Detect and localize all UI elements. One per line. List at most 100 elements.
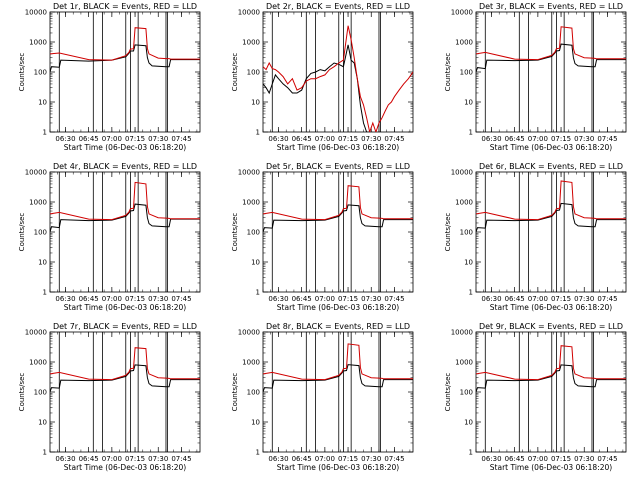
series-events-line <box>263 364 413 393</box>
ytick-label: 1000 <box>29 359 47 367</box>
panel-title: Det 2r, BLACK = Events, RED = LLD <box>266 2 410 11</box>
ytick-label: 10000 <box>238 329 260 337</box>
xtick-label: 07:15 <box>338 455 358 463</box>
x-axis-label: Start Time (06-Dec-03 06:18:20) <box>277 143 399 152</box>
xtick-label: 07:30 <box>148 455 168 463</box>
xtick-label: 07:45 <box>384 295 404 303</box>
ytick-label: 10000 <box>25 169 47 177</box>
ytick-label: 10 <box>251 419 260 427</box>
panel-title: Det 5r, BLACK = Events, RED = LLD <box>266 162 410 171</box>
ytick-label: 1 <box>469 289 473 297</box>
y-axis-label: Counts/sec <box>231 53 239 92</box>
xtick-label: 06:30 <box>268 135 288 143</box>
xtick-label: 06:45 <box>505 455 525 463</box>
panel-title: Det 6r, BLACK = Events, RED = LLD <box>479 162 623 171</box>
ytick-label: 100 <box>460 389 473 397</box>
xtick-label: 07:45 <box>171 455 191 463</box>
plot-frame <box>49 331 201 453</box>
plot-frame <box>262 171 414 293</box>
panel-2: Det 2r, BLACK = Events, RED = LLD 1 10 100 1… <box>231 2 414 152</box>
xtick-label: 06:45 <box>505 135 525 143</box>
xtick-label: 07:15 <box>551 455 571 463</box>
panel-title: Det 3r, BLACK = Events, RED = LLD <box>479 2 623 11</box>
y-axis-label: Counts/sec <box>18 53 26 92</box>
x-axis-label: Start Time (06-Dec-03 06:18:20) <box>490 143 612 152</box>
xtick-label: 06:30 <box>481 455 501 463</box>
ytick-label: 1000 <box>455 359 473 367</box>
xtick-label: 07:00 <box>102 295 122 303</box>
x-axis-label: Start Time (06-Dec-03 06:18:20) <box>490 463 612 472</box>
xtick-label: 07:45 <box>597 455 617 463</box>
series-lld-line <box>263 343 413 381</box>
panel-title: Det 4r, BLACK = Events, RED = LLD <box>53 162 197 171</box>
ytick-label: 1000 <box>242 359 260 367</box>
series-events-line <box>50 44 200 73</box>
plot-frame <box>262 11 414 133</box>
series-lld-line <box>263 185 413 221</box>
ytick-label: 100 <box>34 229 47 237</box>
ytick-label: 1000 <box>29 199 47 207</box>
xtick-label: 07:30 <box>361 455 381 463</box>
xtick-label: 07:30 <box>148 295 168 303</box>
ytick-label: 100 <box>460 229 473 237</box>
ytick-label: 1 <box>256 129 260 137</box>
xtick-label: 07:15 <box>338 135 358 143</box>
panel-9: Det 9r, BLACK = Events, RED = LLD 1 10 100 1… <box>444 322 627 472</box>
xtick-label: 07:00 <box>528 135 548 143</box>
panel-5: Det 5r, BLACK = Events, RED = LLD 1 10 100 1… <box>231 162 414 312</box>
series-events-line <box>476 202 626 233</box>
ytick-label: 10000 <box>451 329 473 337</box>
series-events-line <box>263 204 413 233</box>
xtick-label: 07:15 <box>551 295 571 303</box>
series-lld-line <box>50 27 200 61</box>
y-axis-label: Counts/sec <box>231 213 239 252</box>
ytick-label: 10 <box>38 259 47 267</box>
ytick-label: 100 <box>247 389 260 397</box>
xtick-label: 06:30 <box>268 455 288 463</box>
xtick-label: 06:30 <box>481 295 501 303</box>
panel-4: Det 4r, BLACK = Events, RED = LLD 1 10 100 1… <box>18 162 201 312</box>
xtick-label: 07:00 <box>102 455 122 463</box>
ytick-label: 100 <box>460 69 473 77</box>
panel-title: Det 1r, BLACK = Events, RED = LLD <box>53 2 197 11</box>
xtick-label: 06:30 <box>55 135 75 143</box>
xtick-label: 07:30 <box>148 135 168 143</box>
xtick-label: 07:15 <box>125 295 145 303</box>
ytick-label: 1 <box>43 129 47 137</box>
xtick-label: 07:00 <box>528 455 548 463</box>
xtick-label: 06:30 <box>55 455 75 463</box>
ytick-label: 10000 <box>25 9 47 17</box>
xtick-label: 06:45 <box>79 295 99 303</box>
series-lld-line <box>50 347 200 381</box>
ytick-label: 1000 <box>242 199 260 207</box>
x-axis-label: Start Time (06-Dec-03 06:18:20) <box>64 303 186 312</box>
xtick-label: 06:30 <box>481 135 501 143</box>
panel-title: Det 7r, BLACK = Events, RED = LLD <box>53 322 197 331</box>
xtick-label: 06:45 <box>292 295 312 303</box>
series-lld-line <box>476 180 626 221</box>
xtick-label: 07:45 <box>384 135 404 143</box>
ytick-label: 10 <box>251 259 260 267</box>
x-axis-label: Start Time (06-Dec-03 06:18:20) <box>277 463 399 472</box>
panel-title: Det 8r, BLACK = Events, RED = LLD <box>266 322 410 331</box>
ytick-label: 10 <box>38 419 47 427</box>
panel-title: Det 9r, BLACK = Events, RED = LLD <box>479 322 623 331</box>
y-axis-label: Counts/sec <box>444 373 452 412</box>
ytick-label: 1000 <box>455 199 473 207</box>
xtick-label: 07:45 <box>171 295 191 303</box>
series-events-line <box>50 203 200 233</box>
xtick-label: 06:45 <box>79 135 99 143</box>
x-axis-label: Start Time (06-Dec-03 06:18:20) <box>277 303 399 312</box>
panel-8: Det 8r, BLACK = Events, RED = LLD 1 10 100 1… <box>231 322 414 472</box>
y-axis-label: Counts/sec <box>18 373 26 412</box>
xtick-label: 07:30 <box>361 135 381 143</box>
xtick-label: 07:30 <box>574 295 594 303</box>
x-axis-label: Start Time (06-Dec-03 06:18:20) <box>64 463 186 472</box>
xtick-label: 07:30 <box>361 295 381 303</box>
ytick-label: 100 <box>247 229 260 237</box>
y-axis-label: Counts/sec <box>444 213 452 252</box>
xtick-label: 07:45 <box>597 135 617 143</box>
series-events-line <box>476 43 626 73</box>
